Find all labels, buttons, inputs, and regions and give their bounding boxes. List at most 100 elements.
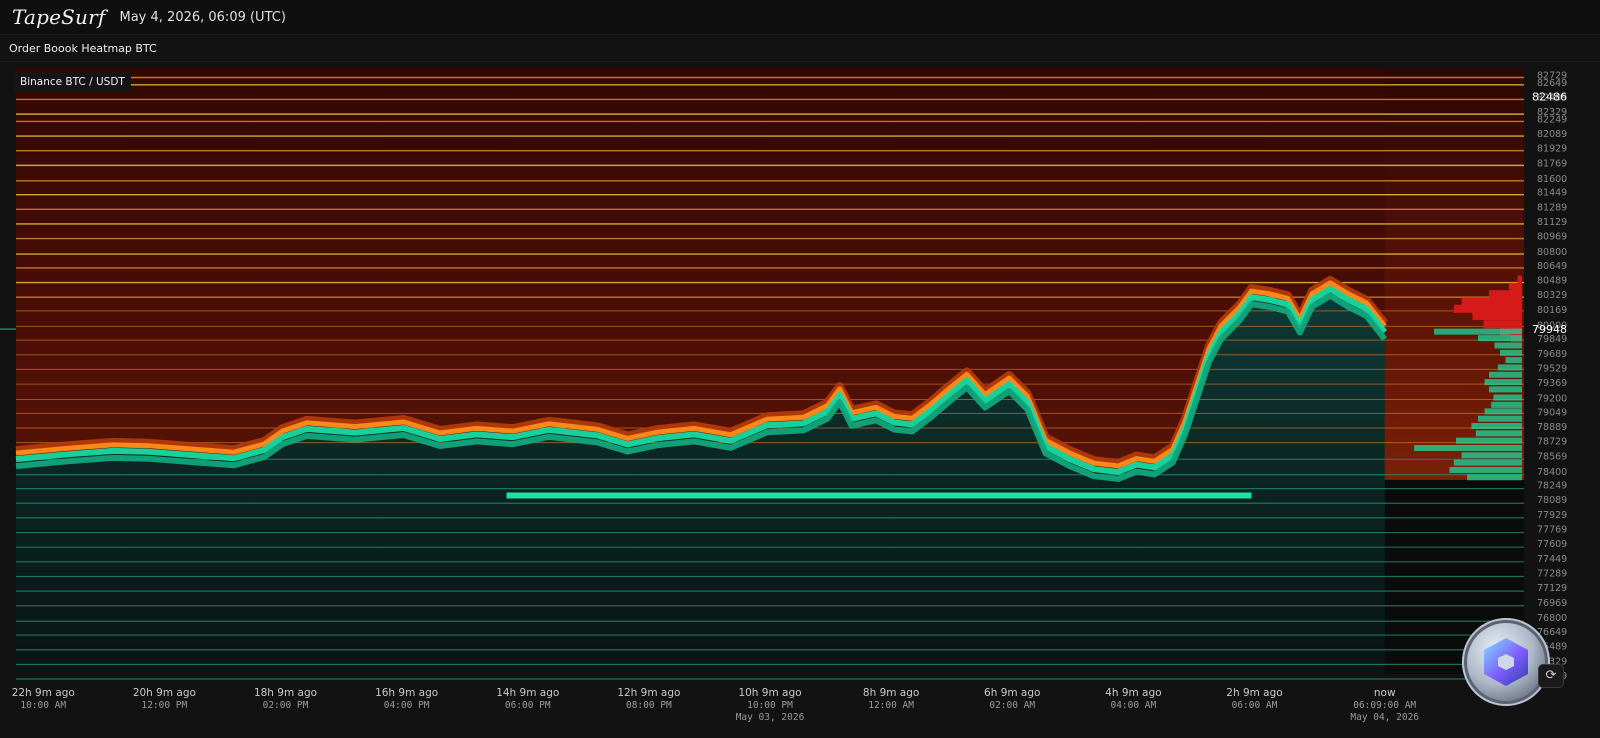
depth-bid-bar [1456,437,1522,444]
x-tick-relative-label: 14h 9m ago [496,687,559,699]
y-tick-label: 79529 [1537,363,1567,374]
y-tick-label: 76969 [1537,598,1567,609]
x-tick-clock-label: 12:00 AM [868,700,914,711]
y-highlight-label: 82486 [1532,91,1567,104]
y-tick-label: 82729 [1537,70,1567,81]
depth-bid-bar [1461,452,1522,459]
depth-ask-bar [1489,290,1522,299]
x-tick-relative-label: 10h 9m ago [738,687,801,699]
x-tick-relative-label: 20h 9m ago [133,687,196,699]
depth-bid-bar [1505,357,1522,364]
x-tick-date-label: May 03, 2026 [736,712,805,723]
x-tick-clock-label: 04:00 PM [384,700,430,711]
x-tick-relative-label: 2h 9m ago [1226,687,1282,699]
x-tick-clock-label: 10:00 AM [20,700,66,711]
x-tick-clock-label: 12:00 PM [141,700,187,711]
y-tick-label: 79689 [1537,349,1567,360]
y-tick-label: 77769 [1537,525,1567,536]
brand-badge-icon [1462,618,1550,706]
x-tick-relative-label: 4h 9m ago [1105,687,1161,699]
depth-bid-bar [1484,408,1522,415]
y-tick-label: 81289 [1537,202,1567,213]
depth-bid-bar [1414,444,1522,451]
x-tick-relative-label: 18h 9m ago [254,687,317,699]
y-tick-label: 79049 [1537,407,1567,418]
y-tick-label: 76489 [1537,642,1567,653]
y-tick-label: 81449 [1537,188,1567,199]
depth-ask-bar [1483,320,1522,329]
x-tick-clock-label: 02:00 AM [989,700,1035,711]
y-highlight-label: 79948 [1532,323,1567,336]
y-tick-label: 80169 [1537,305,1567,316]
depth-bid-bar [1471,423,1522,430]
app-logo[interactable]: TapeSurf [12,5,106,29]
depth-bid-bar [1491,401,1522,408]
depth-bid-bar [1489,371,1522,378]
x-tick-clock-label: 04:00 AM [1110,700,1156,711]
exchange-pair-label: Binance BTC / USDT [14,72,131,92]
y-tick-label: 76800 [1537,613,1567,624]
y-tick-label: 80000 [1537,320,1567,331]
y-tick-label: 81769 [1537,158,1567,169]
y-tick-label: 81129 [1537,217,1567,228]
y-tick-label: 80969 [1537,232,1567,243]
y-tick-label: 76329 [1537,656,1567,667]
y-tick-label: 82489 [1537,92,1567,103]
y-tick-label: 79849 [1537,334,1567,345]
x-tick-relative-label: 8h 9m ago [863,687,919,699]
y-tick-label: 77449 [1537,554,1567,565]
depth-bid-bar [1478,335,1522,342]
y-tick-label: 80329 [1537,290,1567,301]
hexagon-logo-core [1498,654,1514,670]
depth-bid-bar [1493,394,1522,401]
depth-ask-bar [1472,312,1522,321]
depth-bid-bar [1475,430,1522,437]
x-tick-relative-label: 22h 9m ago [12,687,75,699]
current-datetime: May 4, 2026, 06:09 (UTC) [119,9,286,25]
heatmap-chart-area[interactable]: 82729 82649 82489 82329 82249 82089 81929 81769… [0,62,1600,738]
x-tick-clock-label: 06:09:00 AM [1353,700,1416,711]
depth-ask-bar [1517,275,1522,284]
y-tick-label: 79369 [1537,378,1567,389]
y-tick-label: 80649 [1537,261,1567,272]
x-tick-clock-label: 10:00 PM [747,700,793,711]
depth-bid-bar [1467,474,1522,481]
y-tick-label: 78089 [1537,495,1567,506]
refresh-button[interactable]: ⟳ [1538,664,1564,688]
top-bar: TapeSurf May 4, 2026, 06:09 (UTC) [0,0,1600,35]
y-tick-label: 78400 [1537,467,1567,478]
y-tick-label: 78729 [1537,437,1567,448]
y-tick-label: 77289 [1537,568,1567,579]
x-tick-clock-label: 08:00 PM [626,700,672,711]
depth-ask-bar [1461,297,1522,306]
y-tick-label: 82649 [1537,78,1567,89]
depth-bid-bar [1489,386,1522,393]
depth-bid-bar [1494,342,1522,349]
y-tick-label: 76649 [1537,627,1567,638]
y-tick-label: 77609 [1537,539,1567,550]
strong-bid-wall [506,492,1252,499]
y-tick-label: 81600 [1537,174,1567,185]
depth-bid-bar [1484,379,1522,386]
bid-liquidity-band [15,285,1388,475]
x-tick-relative-label: 16h 9m ago [375,687,438,699]
y-tick-label: 77129 [1537,583,1567,594]
x-tick-relative-label: now [1374,687,1396,699]
y-tick-label: 78569 [1537,451,1567,462]
x-tick-clock-label: 06:00 AM [1232,700,1278,711]
depth-bid-bar [1497,364,1522,371]
x-tick-clock-label: 06:00 PM [505,700,551,711]
x-tick-clock-label: 02:00 PM [263,700,309,711]
y-tick-label: 78889 [1537,422,1567,433]
page-title: Order Boook Heatmap BTC [9,42,157,55]
y-tick-label: 82249 [1537,114,1567,125]
depth-bid-bar [1478,415,1522,422]
depth-bid-bar [1453,459,1522,466]
y-tick-label: 82329 [1537,107,1567,118]
x-tick-relative-label: 12h 9m ago [617,687,680,699]
y-tick-label: 78249 [1537,481,1567,492]
y-tick-label: 81929 [1537,144,1567,155]
y-tick-label: 77929 [1537,510,1567,521]
y-tick-label: 80489 [1537,276,1567,287]
